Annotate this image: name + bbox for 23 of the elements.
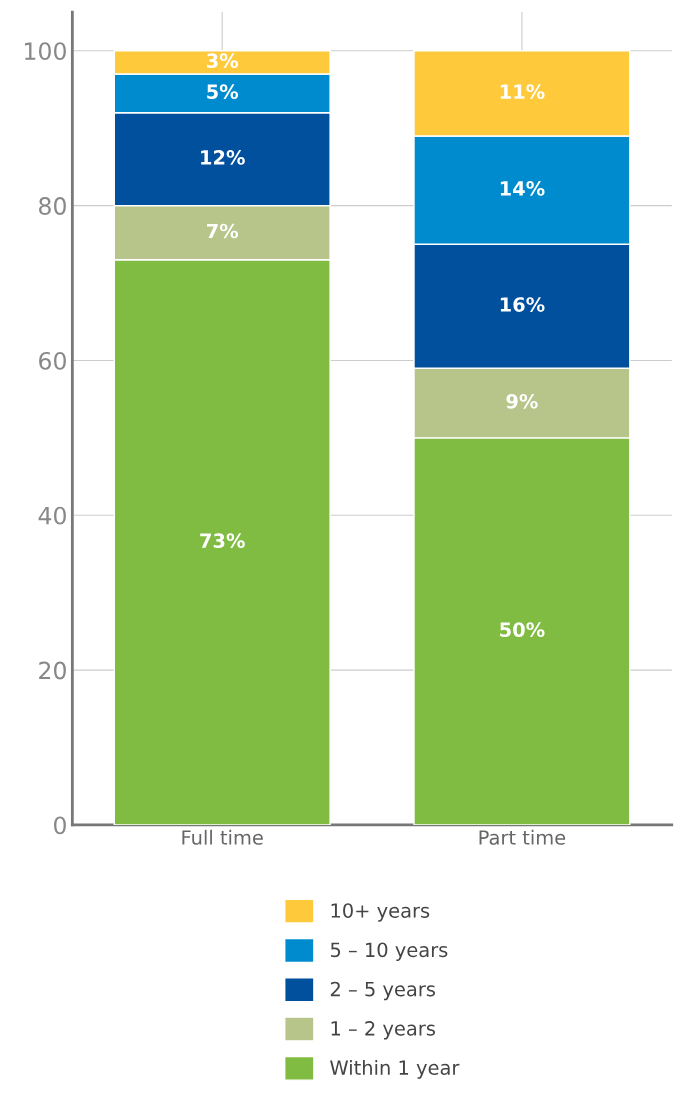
legend-label: 2 – 5 years xyxy=(330,981,435,1001)
data-label: 73% xyxy=(200,533,245,549)
x-tick-label: Part time xyxy=(479,829,566,845)
y-tick-label: 0 xyxy=(54,816,66,835)
y-tick-label: 100 xyxy=(25,42,66,61)
legend-label: 1 – 2 years xyxy=(331,1021,435,1040)
x-tick-label: Full time xyxy=(182,829,263,845)
legend-label: 10+ years xyxy=(331,903,430,922)
data-label: 9% xyxy=(506,393,538,409)
y-tick-label: 20 xyxy=(39,661,66,680)
data-label: 12% xyxy=(201,150,245,165)
data-label: 5% xyxy=(207,84,239,99)
data-label: 14% xyxy=(500,181,545,196)
data-label: 50% xyxy=(500,622,545,638)
y-tick-label: 40 xyxy=(38,506,66,525)
legend-label: 5 – 10 years xyxy=(330,942,448,961)
data-label: 3% xyxy=(207,53,239,69)
legend-label: Within 1 year xyxy=(330,1059,460,1079)
data-label: 11% xyxy=(500,84,545,99)
data-label: 16% xyxy=(500,297,545,312)
y-tick-label: 60 xyxy=(39,351,66,370)
data-label: 7% xyxy=(207,223,239,239)
y-tick-label: 80 xyxy=(39,197,66,215)
